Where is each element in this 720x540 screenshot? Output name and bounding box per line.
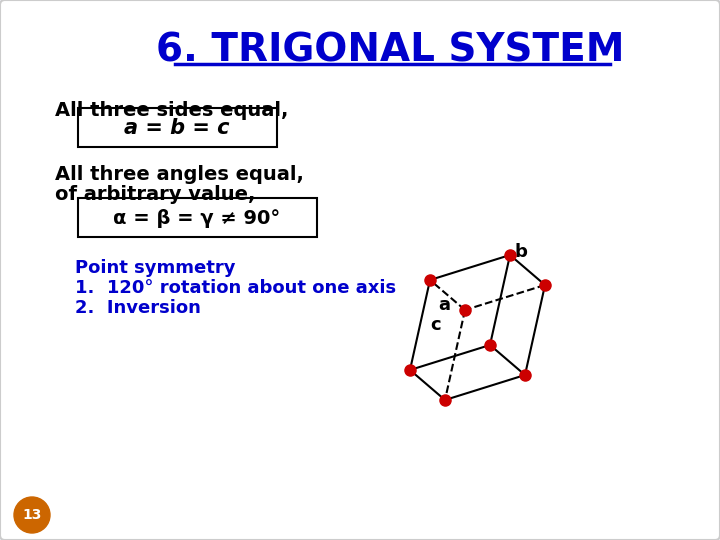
Text: α = β = γ ≠ 90°: α = β = γ ≠ 90° (113, 208, 281, 227)
Circle shape (14, 497, 50, 533)
Text: All three sides equal,: All three sides equal, (55, 100, 289, 119)
FancyBboxPatch shape (78, 108, 277, 147)
FancyBboxPatch shape (78, 198, 317, 237)
Text: of arbitrary value,: of arbitrary value, (55, 186, 256, 205)
Text: 6. TRIGONAL SYSTEM: 6. TRIGONAL SYSTEM (156, 31, 624, 69)
Text: b: b (515, 243, 528, 261)
Text: 2.  Inversion: 2. Inversion (75, 299, 201, 317)
Text: a: a (438, 296, 450, 314)
Text: 1.  120° rotation about one axis: 1. 120° rotation about one axis (75, 279, 396, 297)
Text: a = b = c: a = b = c (125, 118, 230, 138)
Text: Point symmetry: Point symmetry (75, 259, 235, 277)
Text: 13: 13 (22, 508, 42, 522)
Text: All three angles equal,: All three angles equal, (55, 165, 304, 185)
Text: c: c (430, 316, 441, 334)
